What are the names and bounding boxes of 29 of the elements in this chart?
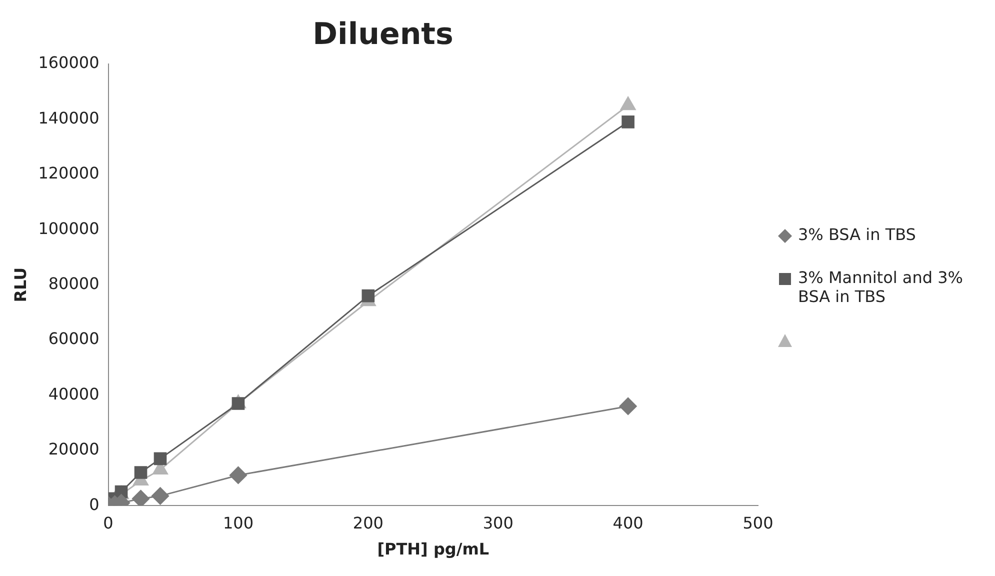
point [152,487,170,505]
legend-label: 3% Mannitol and 3% BSA in TBS [798,268,964,306]
point [154,452,167,466]
point [132,490,150,506]
point [362,289,375,302]
y-tick-label: 140000 [38,108,100,128]
y-tick-label: 40000 [48,384,100,404]
y-tick-label: 100000 [38,218,100,238]
y-tick-label: 60000 [48,329,100,348]
x-tick-label: 100 [222,513,254,532]
y-tick-label: 160000 [38,53,100,72]
point [232,397,245,410]
x-tick-label: 500 [742,513,774,532]
point [619,397,637,415]
x-tick-label: 0 [103,513,114,532]
x-tick-label: 400 [612,513,644,532]
point [134,466,148,479]
y-tick-label: 0 [89,494,100,514]
y-tick-label: 80000 [48,274,100,293]
x-axis-title: [PTH] pg/mL [377,540,490,559]
legend-label: 3% BSA in TBS [798,224,916,244]
x-tick-label: 200 [352,513,384,532]
y-tick-label: 120000 [38,164,100,183]
point [229,466,247,484]
y-tick-label: 20000 [48,440,100,459]
y-axis-title: RLU [10,267,30,302]
x-tick-label: 300 [482,513,514,532]
chart-title: Diluents [312,16,454,52]
point [622,116,634,128]
